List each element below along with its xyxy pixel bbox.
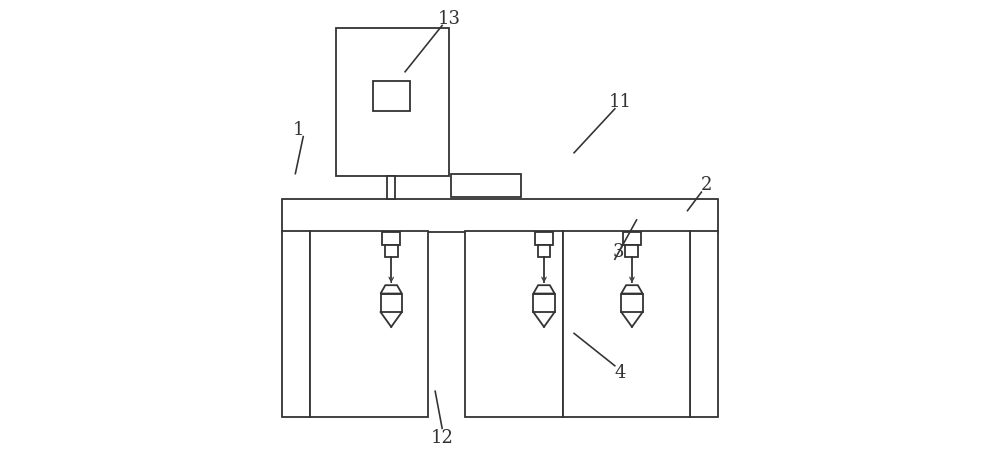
Bar (538, 245, 550, 257)
Bar (381, 294, 402, 312)
Polygon shape (533, 285, 555, 294)
Bar (621, 294, 643, 312)
Bar (465, 232, 563, 417)
Bar (336, 28, 449, 176)
Bar (282, 232, 310, 417)
Text: 3: 3 (612, 244, 624, 261)
Bar (563, 232, 690, 417)
Bar (385, 245, 398, 257)
Bar (282, 199, 718, 232)
Polygon shape (621, 285, 643, 294)
Text: 13: 13 (438, 10, 461, 27)
Bar (690, 232, 718, 417)
Bar (310, 232, 428, 417)
Bar (387, 176, 395, 199)
Bar (625, 245, 638, 257)
Bar (382, 232, 400, 245)
Bar (533, 294, 555, 312)
Polygon shape (381, 285, 402, 294)
Bar (535, 232, 553, 245)
Text: 2: 2 (700, 176, 712, 194)
Text: 4: 4 (615, 364, 626, 382)
Bar (623, 232, 641, 245)
Text: 12: 12 (431, 429, 454, 446)
Text: 1: 1 (293, 121, 304, 138)
Bar (451, 174, 521, 197)
Bar (373, 81, 410, 111)
Text: 11: 11 (609, 93, 632, 111)
